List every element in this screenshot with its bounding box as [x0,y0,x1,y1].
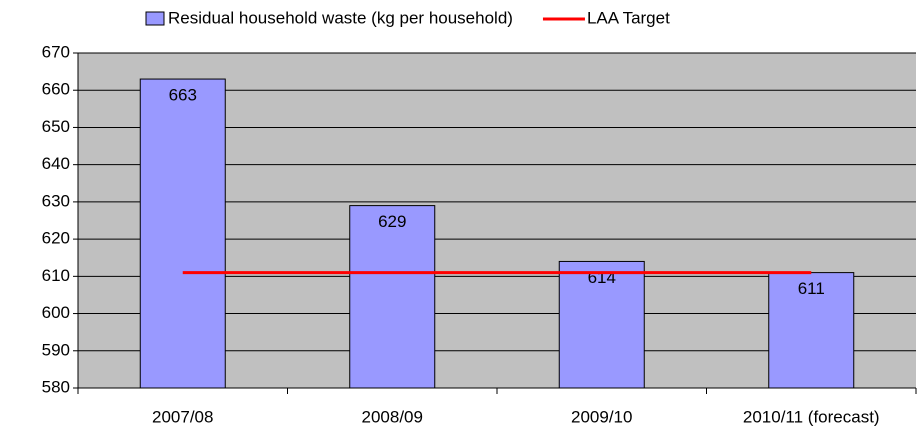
y-tick-label: 670 [42,42,70,61]
bar [349,205,436,389]
bar [768,272,855,389]
y-tick-label: 620 [42,229,70,248]
y-tick-label: 590 [42,340,70,359]
legend-label: LAA Target [587,8,670,27]
x-tick-label: 2010/11 (forecast) [743,407,880,426]
data-label: 614 [588,268,616,287]
y-tick-label: 640 [42,154,70,173]
y-tick-label: 610 [42,266,70,285]
y-tick-label: 580 [42,377,70,396]
data-label: 611 [798,279,825,298]
bar [558,260,645,389]
x-tick-label: 2007/08 [152,407,213,426]
x-tick-label: 2009/10 [571,407,632,426]
data-label: 663 [169,86,197,105]
legend-swatch [145,11,165,26]
y-tick-label: 650 [42,117,70,136]
y-tick-label: 630 [42,191,70,210]
x-tick-label: 2008/09 [362,407,423,426]
bar [139,78,226,389]
y-tick-label: 660 [42,80,70,99]
legend-label: Residual household waste (kg per househo… [168,8,513,27]
data-label: 629 [378,212,406,231]
y-tick-label: 600 [42,303,70,322]
